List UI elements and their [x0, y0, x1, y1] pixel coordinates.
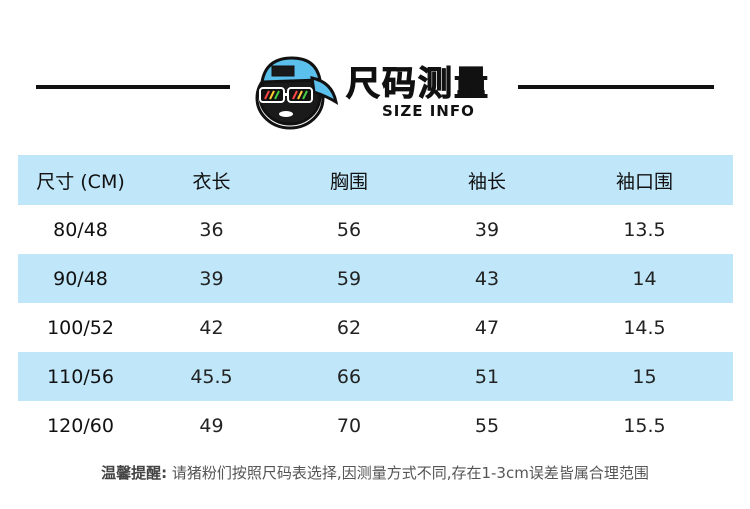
- footer-note-label: 温馨提醒:: [101, 464, 168, 482]
- table-row: 90/48 39 59 43 14: [18, 254, 733, 303]
- cell-length: 42: [199, 316, 224, 339]
- header-cuff: 袖口围: [615, 170, 673, 193]
- cell-sleeve: 51: [474, 365, 500, 388]
- header-length: 衣长: [192, 170, 231, 193]
- footer-note: 温馨提醒: 请猪粉们按照尺码表选择,因测量方式不同,存在1-3cm误差皆属合理范…: [0, 462, 750, 483]
- cap-sunglasses-mascot-icon: [255, 56, 339, 130]
- page-subtitle: SIZE INFO: [382, 102, 475, 120]
- cell-sleeve: 43: [474, 267, 500, 290]
- page-title: 尺码测量: [346, 64, 490, 105]
- cell-size: 120/60: [47, 414, 114, 437]
- cell-cuff: 15.5: [623, 414, 666, 437]
- cell-chest: 56: [336, 218, 362, 241]
- cell-cuff: 14: [632, 267, 657, 290]
- table-row: 120/60 49 70 55 15.5: [18, 401, 733, 450]
- cell-cuff: 15: [632, 365, 657, 388]
- cell-sleeve: 55: [474, 414, 500, 437]
- left-divider: [36, 85, 230, 89]
- cell-size: 90/48: [53, 267, 108, 290]
- cell-chest: 66: [336, 365, 362, 388]
- cell-cuff: 13.5: [623, 218, 666, 241]
- size-table: 尺寸 (CM) 衣长 胸围 袖长 袖口围 80/48 36 56 39 13.5…: [18, 155, 733, 450]
- cell-chest: 62: [336, 316, 362, 339]
- cell-length: 39: [199, 267, 224, 290]
- cell-size: 110/56: [47, 365, 114, 388]
- cell-sleeve: 47: [474, 316, 500, 339]
- cell-sleeve: 39: [474, 218, 500, 241]
- header-chest: 胸围: [329, 170, 368, 193]
- cell-length: 36: [199, 218, 224, 241]
- cell-chest: 59: [336, 267, 362, 290]
- cell-length: 45.5: [190, 365, 233, 388]
- header-size: 尺寸 (CM): [36, 170, 125, 193]
- table-header-row: 尺寸 (CM) 衣长 胸围 袖长 袖口围: [18, 155, 733, 205]
- table-row: 100/52 42 62 47 14.5: [18, 303, 733, 352]
- table-row: 80/48 36 56 39 13.5: [18, 205, 733, 254]
- cell-chest: 70: [336, 414, 362, 437]
- footer-note-text: 请猪粉们按照尺码表选择,因测量方式不同,存在1-3cm误差皆属合理范围: [167, 464, 649, 482]
- cell-size: 80/48: [53, 218, 108, 241]
- cell-cuff: 14.5: [623, 316, 666, 339]
- header-sleeve: 袖长: [467, 170, 506, 193]
- table-row: 110/56 45.5 66 51 15: [18, 352, 733, 401]
- cell-length: 49: [199, 414, 224, 437]
- cell-size: 100/52: [47, 316, 114, 339]
- right-divider: [518, 85, 714, 89]
